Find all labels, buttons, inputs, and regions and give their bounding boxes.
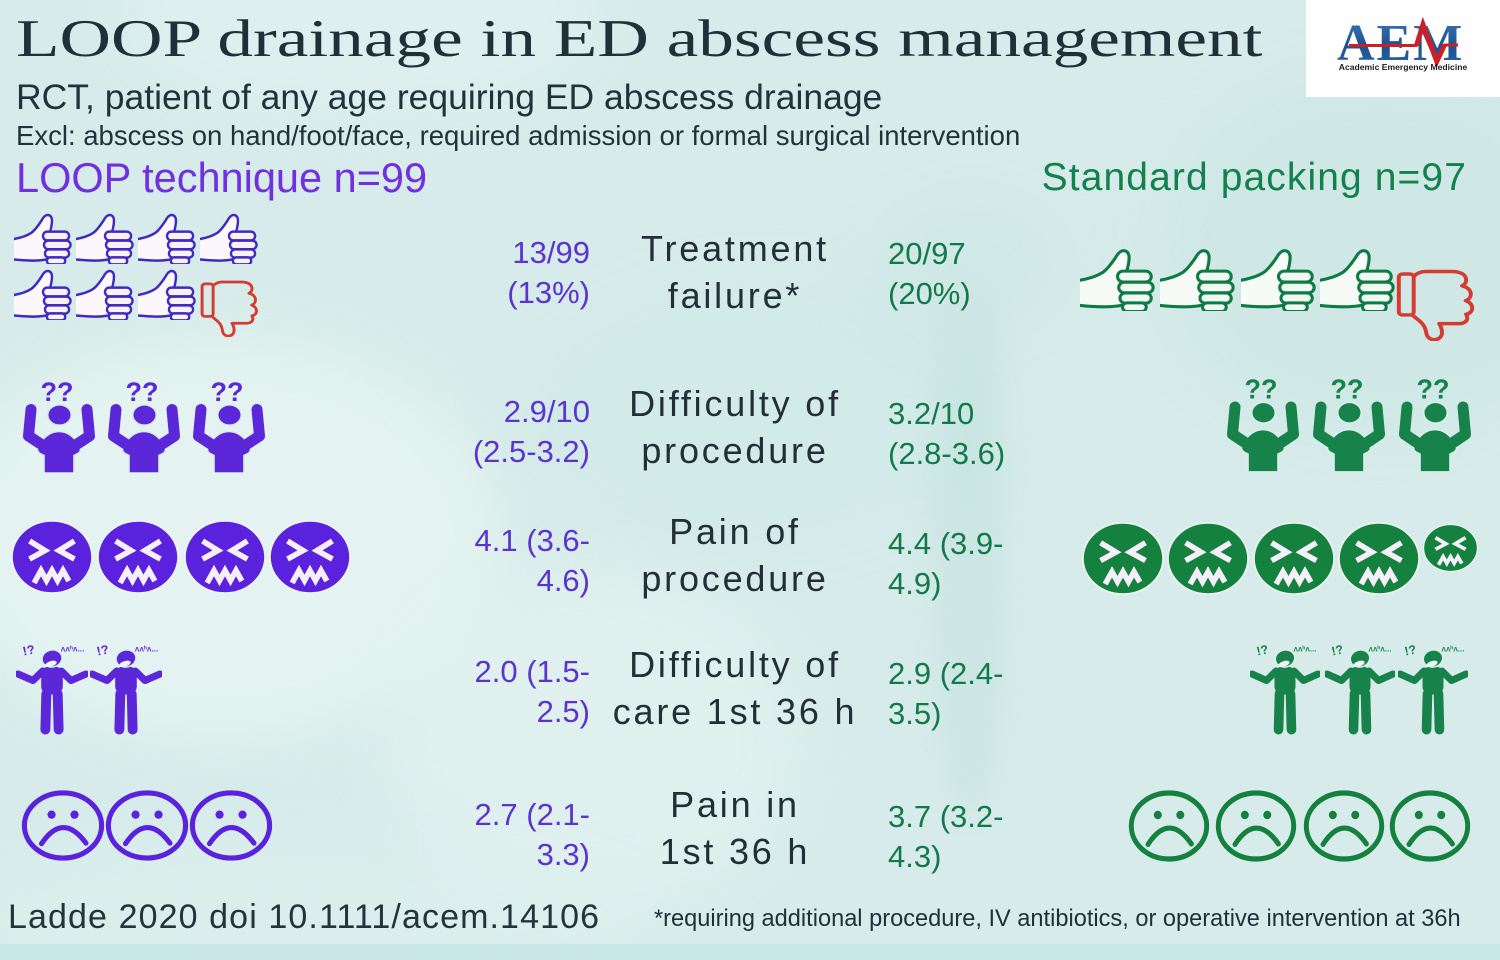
svg-text:Academic Emergency Medicine: Academic Emergency Medicine [1339, 62, 1468, 72]
svg-text:AEM: AEM [1337, 15, 1464, 72]
